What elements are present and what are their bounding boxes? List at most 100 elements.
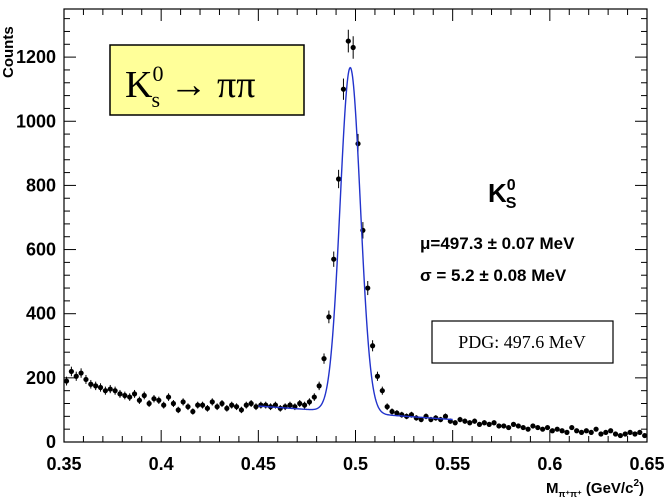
x-axis-subscript: π⁺π⁺ bbox=[558, 489, 582, 498]
data-point bbox=[530, 423, 536, 429]
data-point bbox=[195, 402, 201, 408]
x-tick-label: 0.35 bbox=[46, 454, 81, 474]
data-point bbox=[311, 394, 317, 400]
data-point bbox=[506, 424, 512, 431]
data-point bbox=[549, 428, 555, 434]
data-point bbox=[88, 381, 94, 387]
decay-title-box: K0 s → ππ bbox=[109, 44, 305, 116]
data-point bbox=[238, 407, 245, 413]
data-point bbox=[297, 400, 303, 407]
data-point bbox=[340, 86, 347, 92]
data-point bbox=[272, 402, 279, 408]
y-tick-label: 800 bbox=[26, 175, 56, 195]
data-point bbox=[476, 421, 483, 427]
data-point bbox=[141, 392, 147, 399]
data-point bbox=[462, 418, 468, 424]
data-point bbox=[617, 432, 623, 439]
data-point bbox=[224, 405, 230, 411]
data-point bbox=[370, 343, 376, 349]
data-point bbox=[243, 402, 249, 408]
data-point bbox=[180, 399, 186, 405]
data-point bbox=[442, 413, 449, 419]
data-point bbox=[306, 399, 313, 405]
y-tick-labels: 0 200 400 600 800 1000 1200 bbox=[16, 47, 56, 452]
data-point bbox=[365, 285, 371, 291]
data-point bbox=[642, 432, 648, 439]
data-point bbox=[384, 404, 390, 410]
data-point bbox=[622, 431, 628, 437]
fit-curve bbox=[258, 66, 453, 421]
data-point bbox=[102, 388, 108, 394]
data-point bbox=[588, 429, 594, 435]
data-point bbox=[156, 397, 162, 403]
data-points bbox=[63, 29, 648, 439]
data-point bbox=[63, 378, 70, 384]
data-point bbox=[107, 386, 113, 392]
data-point bbox=[97, 384, 104, 391]
data-point bbox=[185, 404, 191, 410]
data-point bbox=[345, 38, 351, 44]
data-point bbox=[117, 391, 123, 397]
data-point bbox=[413, 415, 419, 421]
data-point bbox=[418, 416, 424, 423]
data-point bbox=[190, 408, 196, 415]
y-tick-label: 400 bbox=[26, 304, 56, 324]
data-point bbox=[253, 404, 259, 410]
data-point bbox=[214, 404, 220, 410]
data-point bbox=[583, 428, 589, 434]
data-point bbox=[374, 373, 381, 379]
data-point bbox=[496, 423, 502, 429]
data-point bbox=[199, 402, 206, 408]
data-point bbox=[122, 392, 128, 399]
x-axis-title: Mπ⁺π⁺ (GeV/c2) bbox=[546, 478, 644, 498]
data-point bbox=[564, 429, 570, 435]
data-point bbox=[219, 400, 225, 407]
data-point bbox=[335, 176, 342, 182]
y-tick-label: 1200 bbox=[16, 47, 56, 67]
data-point bbox=[316, 383, 322, 389]
data-point bbox=[559, 428, 565, 434]
data-point bbox=[481, 420, 487, 426]
data-point bbox=[331, 256, 337, 262]
data-point bbox=[209, 399, 215, 405]
x-tick-label: 0.55 bbox=[435, 454, 470, 474]
data-point bbox=[389, 408, 395, 415]
data-point bbox=[127, 394, 133, 400]
axis-ticks bbox=[63, 9, 648, 443]
data-point bbox=[248, 400, 254, 407]
data-point bbox=[486, 421, 492, 427]
data-point bbox=[73, 373, 79, 379]
data-point bbox=[394, 410, 400, 416]
data-point bbox=[612, 431, 619, 437]
data-point bbox=[438, 416, 444, 423]
data-point bbox=[68, 368, 74, 375]
data-point bbox=[608, 428, 614, 434]
data-point bbox=[321, 356, 327, 362]
x-tick-label: 0.45 bbox=[241, 454, 276, 474]
y-tick-label: 0 bbox=[46, 432, 56, 452]
data-point bbox=[136, 397, 143, 403]
data-point bbox=[131, 391, 138, 397]
data-point bbox=[515, 423, 521, 429]
data-point bbox=[627, 429, 633, 435]
data-point bbox=[569, 424, 575, 431]
y-tick-label: 200 bbox=[26, 368, 56, 388]
data-point bbox=[301, 402, 308, 408]
data-point bbox=[146, 400, 152, 407]
x-tick-label: 0.5 bbox=[343, 454, 368, 474]
mu-value: μ=497.3 ± 0.07 MeV bbox=[420, 234, 575, 253]
data-point bbox=[93, 383, 99, 389]
data-point bbox=[578, 429, 585, 435]
data-point bbox=[78, 370, 84, 376]
data-point bbox=[472, 418, 478, 424]
data-point bbox=[170, 400, 177, 407]
data-point bbox=[233, 404, 240, 410]
data-point bbox=[161, 402, 167, 408]
data-point bbox=[326, 314, 332, 320]
pdg-value: PDG: 497.6 MeV bbox=[458, 332, 586, 352]
sigma-value: σ = 5.2 ± 0.08 MeV bbox=[420, 266, 567, 285]
data-point bbox=[379, 388, 385, 394]
data-point bbox=[501, 423, 507, 429]
data-point bbox=[637, 429, 643, 435]
